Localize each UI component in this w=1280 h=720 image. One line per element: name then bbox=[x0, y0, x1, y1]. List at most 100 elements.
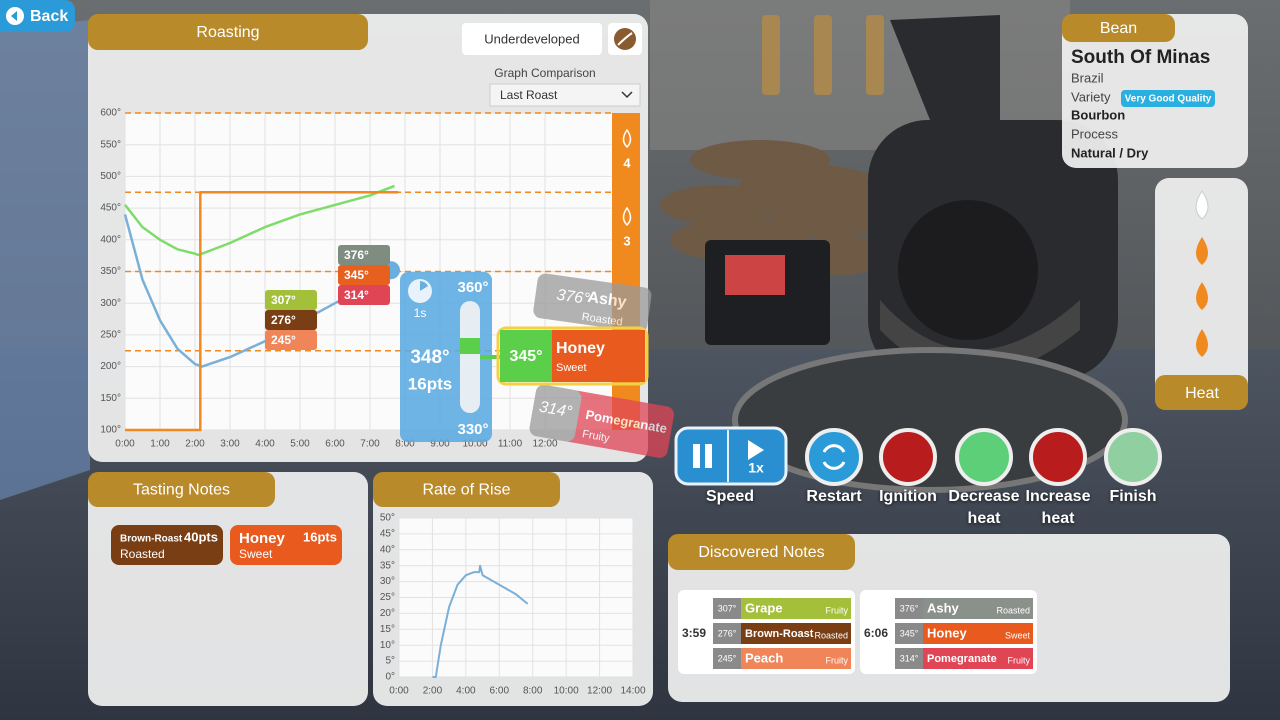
y-tick-label: 20° bbox=[380, 608, 395, 619]
timer-hand bbox=[420, 281, 428, 291]
ghost-flavor: Roasted bbox=[581, 311, 623, 329]
heat-drop bbox=[622, 206, 632, 227]
panel-title: Discovered Notes bbox=[698, 544, 824, 561]
bean-origin: Brazil bbox=[1071, 70, 1104, 85]
panel-bg bbox=[88, 472, 368, 706]
grinders bbox=[762, 15, 884, 95]
control-label: Ignition bbox=[879, 488, 937, 505]
roasting-panel: Roasting Underdeveloped Graph Comparison La… bbox=[88, 14, 674, 462]
note-bg bbox=[741, 623, 851, 644]
x-tick-label: 14:00 bbox=[620, 686, 645, 697]
y-tick-label: 45° bbox=[380, 529, 395, 540]
restart-icon bbox=[822, 444, 846, 470]
variety-label: Variety bbox=[1071, 89, 1111, 104]
tooltip-time: 1s bbox=[414, 306, 427, 320]
note-flavor: Fruity bbox=[826, 605, 849, 615]
controls[interactable]: 1x bbox=[674, 426, 1162, 486]
status-bg bbox=[462, 23, 602, 55]
note-temp: 307° bbox=[718, 603, 737, 613]
panel-tab bbox=[88, 472, 275, 507]
ghost-flavor: Fruity bbox=[581, 428, 611, 445]
note-points: 16pts bbox=[303, 529, 337, 544]
note-name: Honey bbox=[239, 530, 286, 547]
discovered-notes-panel: Discovered Notes 3:59 307° Grape Fruity 276° B… bbox=[668, 534, 1230, 702]
control-button bbox=[805, 428, 863, 486]
pause-bar bbox=[705, 444, 712, 468]
note-points: 40pts bbox=[184, 529, 218, 544]
note-temp-bg bbox=[895, 648, 923, 669]
group-time: 3:59 bbox=[682, 626, 706, 640]
note-temp-bg bbox=[713, 648, 741, 669]
speed-button bbox=[674, 426, 788, 486]
dropdown-value: Last Roast bbox=[500, 88, 558, 102]
x-tick-label: 6:00 bbox=[490, 686, 510, 697]
note-temp: 245° bbox=[718, 653, 737, 663]
ghost-bg bbox=[533, 273, 652, 333]
temp-mark bbox=[338, 245, 390, 265]
control-screen bbox=[725, 255, 785, 295]
heat-level: 3 bbox=[623, 233, 630, 248]
x-tick-label: 0:00 bbox=[389, 686, 409, 697]
y-tick-label: 30° bbox=[380, 576, 395, 587]
panel-tab bbox=[373, 472, 560, 507]
x-tick-label: 12:00 bbox=[532, 439, 557, 450]
note-name: Brown-Roast bbox=[120, 534, 183, 545]
comparison-dropdown[interactable]: Last Roast bbox=[489, 83, 641, 107]
note-temp: 314° bbox=[900, 653, 919, 663]
x-tick-label: 1:00 bbox=[150, 439, 170, 450]
y-tick-label: 15° bbox=[380, 624, 395, 635]
temp-mark bbox=[338, 265, 390, 285]
process-label: Process bbox=[1071, 126, 1118, 141]
y-tick-label: 25° bbox=[380, 592, 395, 603]
x-tick-label: 9:00 bbox=[430, 439, 450, 450]
pause-bar bbox=[693, 444, 700, 468]
note-flavor: Roasted bbox=[814, 630, 848, 640]
y-tick-label: 500° bbox=[100, 171, 121, 182]
y-tick-label: 5° bbox=[385, 656, 395, 667]
y-tick-label: 450° bbox=[100, 203, 121, 214]
tooltip-current: 348° bbox=[410, 347, 449, 368]
series-line bbox=[125, 191, 398, 432]
tooltip-max: 360° bbox=[457, 279, 488, 296]
x-tick-label: 3:00 bbox=[220, 439, 240, 450]
x-tick-label: 5:00 bbox=[290, 439, 310, 450]
temp-mark-label: 376° bbox=[344, 248, 369, 262]
y-tick-label: 400° bbox=[100, 234, 121, 245]
y-tick-label: 250° bbox=[100, 330, 121, 341]
note-flavor: Fruity bbox=[826, 655, 849, 665]
y-tick-label: 35° bbox=[380, 560, 395, 571]
note-name: Peach bbox=[745, 650, 783, 665]
note-bg bbox=[741, 648, 851, 669]
heat-drop bbox=[1196, 329, 1208, 357]
x-tick-label: 10:00 bbox=[554, 686, 579, 697]
slider-track bbox=[460, 301, 480, 413]
side-screen bbox=[0, 20, 90, 500]
y-tick-label: 300° bbox=[100, 298, 121, 309]
status-button[interactable]: Underdeveloped bbox=[462, 23, 602, 55]
note-temp: 345° bbox=[509, 348, 542, 365]
bean-icon-button[interactable] bbox=[608, 23, 642, 55]
note-temp-bg bbox=[895, 598, 923, 619]
note-flavor: Sweet bbox=[1005, 630, 1031, 640]
note-flavor: Roasted bbox=[120, 547, 165, 561]
note-temp: 376° bbox=[900, 603, 919, 613]
temp-mark-label: 345° bbox=[344, 268, 369, 282]
rate-of-rise-panel: Rate of Rise 0° 5° 10° 15° 20° 25° 30° 35° 40° 45°… bbox=[373, 472, 653, 706]
ghost-name: Ashy bbox=[586, 289, 627, 311]
y-tick-label: 100° bbox=[100, 425, 121, 436]
heat-drop bbox=[1196, 237, 1208, 265]
x-tick-label: 2:00 bbox=[423, 686, 443, 697]
y-tick-label: 10° bbox=[380, 640, 395, 651]
process: Natural / Dry bbox=[1071, 145, 1149, 160]
quality-badge bbox=[1121, 90, 1215, 107]
y-tick-label: 600° bbox=[100, 108, 121, 119]
control-button bbox=[1104, 428, 1162, 486]
x-tick-label: 4:00 bbox=[255, 439, 275, 450]
temp-mark-label: 314° bbox=[344, 288, 369, 302]
heat-panel: Heat bbox=[1155, 178, 1248, 410]
control-label: Speed bbox=[705, 488, 754, 505]
back-button[interactable]: Back bbox=[0, 0, 75, 32]
